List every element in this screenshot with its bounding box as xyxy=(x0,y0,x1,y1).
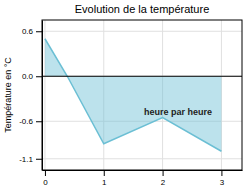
y-axis: -1.1 -0.6 0.0 0.6 xyxy=(19,21,42,171)
grid-line xyxy=(42,158,242,159)
tick: 3 xyxy=(220,170,225,187)
tick-label: -1.1 xyxy=(19,155,33,164)
tick: 1 xyxy=(102,170,107,187)
tick-mark xyxy=(36,76,42,77)
tick-label: 3 xyxy=(220,178,225,187)
title: Evolution de la température xyxy=(75,3,210,15)
tick-mark xyxy=(36,159,42,160)
tick: -0.6 xyxy=(19,117,42,126)
tick: 0 xyxy=(43,170,48,187)
zero-line xyxy=(42,76,242,77)
area xyxy=(45,39,221,152)
grid xyxy=(42,20,242,170)
line xyxy=(45,39,221,152)
tick-label: 1 xyxy=(102,178,107,187)
grid-line xyxy=(42,31,242,32)
tick-mark xyxy=(45,170,46,176)
tick-mark xyxy=(36,121,42,122)
tick-mark xyxy=(221,170,222,176)
tick-mark xyxy=(104,170,105,176)
tick: -1.1 xyxy=(19,155,42,164)
tick-label: 2 xyxy=(161,178,166,187)
tick-label: 0.6 xyxy=(22,27,34,36)
tick: 0.0 xyxy=(22,72,42,81)
tick-label: -0.6 xyxy=(19,117,33,126)
tick-label: 0 xyxy=(43,178,48,187)
y-axis-title: Température en °C xyxy=(3,57,13,133)
chart: 0 1 2 3 -1.1 -0.6 0.0 0.6 Evolution de la tempér… xyxy=(0,0,250,188)
x-axis: 0 1 2 3 xyxy=(43,170,243,187)
tick-mark xyxy=(36,31,42,32)
tick: 2 xyxy=(161,170,166,187)
plot-area xyxy=(42,39,242,152)
tick-mark xyxy=(163,170,164,176)
tick: 0.6 xyxy=(22,27,42,36)
annotation: heure par heure xyxy=(144,107,212,117)
tick-label: 0.0 xyxy=(22,72,34,81)
grid-line xyxy=(42,76,242,77)
plot-frame xyxy=(42,20,242,170)
